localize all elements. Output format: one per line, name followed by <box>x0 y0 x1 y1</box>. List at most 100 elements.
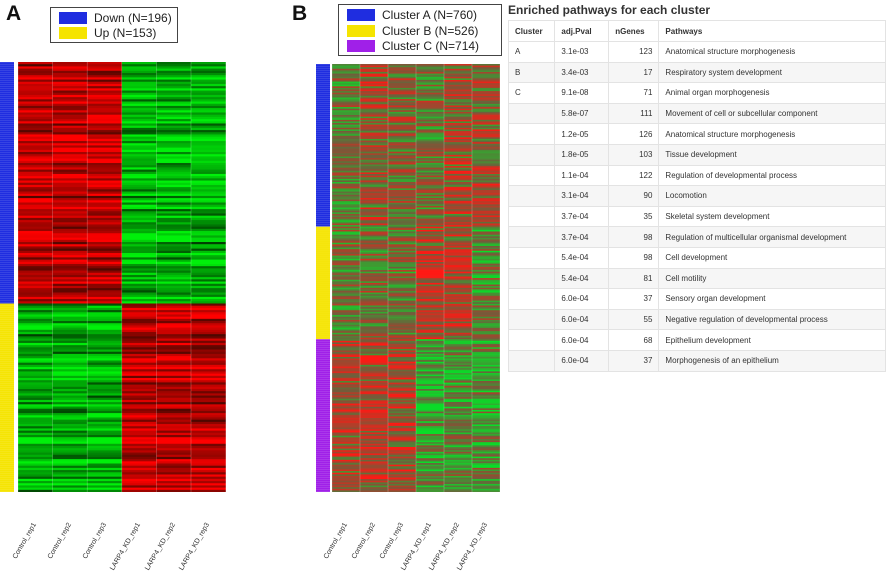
cell-adj-pval: 3.7e-04 <box>555 227 609 248</box>
row-group-bar-line <box>316 433 330 434</box>
row-group-bar-line <box>0 274 14 275</box>
heatmap-cell <box>87 490 122 492</box>
row-group-bar-line <box>0 429 14 430</box>
row-group-bar-line <box>0 357 14 358</box>
row-group-bar-line <box>316 204 330 205</box>
row-group-bar-line <box>316 381 330 382</box>
row-group-bar-line <box>0 445 14 446</box>
cell-pathway: Locomotion <box>659 186 886 207</box>
row-group-bar-line <box>0 471 14 472</box>
cell-pathway: Anatomical structure morphogenesis <box>659 42 886 63</box>
row-group-bar-line <box>0 355 14 356</box>
row-group-bar-line <box>316 200 330 201</box>
cell-pathway: Morphogenesis of an epithelium <box>659 350 886 371</box>
row-group-bar-line <box>316 337 330 338</box>
row-group-bar-line <box>0 242 14 243</box>
row-group-bar-line <box>0 226 14 227</box>
row-group-bar-line <box>0 469 14 470</box>
row-group-bar-line <box>0 335 14 336</box>
cell-cluster: C <box>509 83 555 104</box>
row-group-bar-line <box>0 327 14 328</box>
row-group-bar-line <box>316 481 330 482</box>
row-group-bar-line <box>316 140 330 141</box>
row-group-bar-line <box>316 122 330 123</box>
cell-ngenes: 111 <box>609 103 659 124</box>
row-group-bar-line <box>0 383 14 384</box>
row-group-bar-line <box>316 186 330 187</box>
row-group-bar-line <box>0 92 14 93</box>
row-group-bar-line <box>316 395 330 396</box>
row-group-bar-line <box>0 74 14 75</box>
row-group-bar-line <box>0 148 14 149</box>
row-group-bar-line <box>316 118 330 119</box>
row-group-bar-line <box>316 138 330 139</box>
row-group-bar-line <box>316 461 330 462</box>
row-group-bar-line <box>316 351 330 352</box>
row-group-bar-line <box>316 469 330 470</box>
row-group-bar-line <box>316 305 330 306</box>
legend-swatch-up <box>59 27 87 39</box>
row-group-bar-line <box>0 136 14 137</box>
row-group-bar-line <box>316 94 330 95</box>
row-group-bar-line <box>316 361 330 362</box>
heatmap-cell <box>388 490 416 492</box>
row-group-bar-line <box>316 323 330 324</box>
row-group-bar-line <box>316 379 330 380</box>
row-group-bar-line <box>0 244 14 245</box>
row-group-bar-line <box>0 264 14 265</box>
row-group-bar-line <box>0 108 14 109</box>
row-group-bar-line <box>0 363 14 364</box>
row-group-bar-line <box>0 174 14 175</box>
legend-item-cluster-a: Cluster A (N=760) <box>347 9 477 21</box>
column-separator <box>87 62 88 492</box>
row-group-bar-line <box>0 112 14 113</box>
row-group-bar-line <box>0 391 14 392</box>
row-group-bar-line <box>316 401 330 402</box>
row-group-bar-line <box>316 301 330 302</box>
row-group-bar-line <box>316 419 330 420</box>
row-group-bar-line <box>0 401 14 402</box>
row-group-bar-line <box>0 128 14 129</box>
row-group-bar-line <box>0 339 14 340</box>
row-group-bar-line <box>316 383 330 384</box>
row-group-bar-line <box>0 405 14 406</box>
row-group-bar-line <box>316 150 330 151</box>
row-group-bar-line <box>316 168 330 169</box>
cell-cluster <box>509 124 555 145</box>
row-group-bar-line <box>0 240 14 241</box>
row-group-bar-line <box>0 234 14 235</box>
row-group-bar-line <box>316 74 330 75</box>
row-group-bar-line <box>316 477 330 478</box>
row-group-bar-line <box>0 455 14 456</box>
row-group-bar-line <box>316 293 330 294</box>
cell-cluster: A <box>509 42 555 63</box>
row-group-bar-line <box>0 200 14 201</box>
row-group-bar-line <box>0 489 14 490</box>
row-group-bar-line <box>0 437 14 438</box>
cell-cluster <box>509 206 555 227</box>
column-label: LARP4_KD_rep3 <box>175 522 211 577</box>
heatmap-cell <box>360 490 388 492</box>
row-group-bar-line <box>0 491 14 492</box>
row-group-bar-line <box>0 309 14 310</box>
row-group-bar-line <box>316 271 330 272</box>
row-group-bar-line <box>0 296 14 297</box>
row-group-bar-line <box>316 345 330 346</box>
row-group-bar-line <box>0 270 14 271</box>
row-group-bar-line <box>316 321 330 322</box>
row-group-bar-line <box>316 425 330 426</box>
row-group-bar-line <box>0 381 14 382</box>
row-group-bar-line <box>316 259 330 260</box>
legend-label-down: Down (N=196) <box>94 11 172 25</box>
row-group-bar-line <box>316 180 330 181</box>
row-group-bar-line <box>316 231 330 232</box>
row-group-bar-line <box>0 114 14 115</box>
row-group-bar-line <box>316 144 330 145</box>
row-group-bar-line <box>0 349 14 350</box>
row-group-bar-line <box>0 421 14 422</box>
row-group-bar-line <box>0 150 14 151</box>
row-group-bar-line <box>316 190 330 191</box>
